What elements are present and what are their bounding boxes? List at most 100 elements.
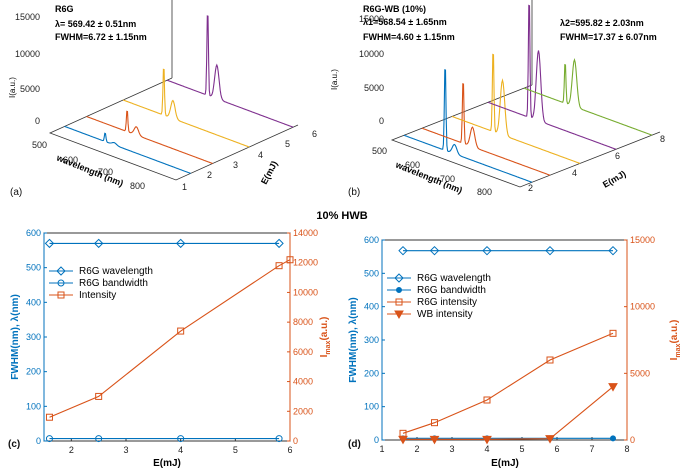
panel-a-ztick-5000: 5000 [20, 84, 40, 94]
panel-d-xtick-label-1: 1 [379, 444, 384, 454]
panel-a-ytick-1: 1 [182, 182, 187, 192]
panel-b-ztick-5000: 5000 [364, 83, 384, 93]
panel-c: FWHM(nm), λ(nm) Imax(a.u.) E(mJ) (c) 2 3 4… [8, 228, 332, 469]
panel-b-annotation-lambda1: λ1=568.54 ± 1.65nm [363, 17, 447, 27]
panel-d-ytick-left-label-400: 400 [364, 302, 379, 312]
panel-d: FWHM(nm), λ(nm) Imax(a.u.) E(mJ) (d) 1 2 3… [348, 235, 682, 469]
panel-d-series-line-3 [402, 332, 614, 434]
panel-c-series-3-point-2 [95, 392, 103, 400]
panel-b-spectrum-5 [523, 57, 653, 136]
panel-b-ytick-8: 8 [660, 134, 665, 144]
panel-c-ylabel-right-sub: max [325, 340, 332, 354]
panel-d-series-1-point-5 [608, 245, 618, 256]
panel-c-xtick-label-2: 2 [69, 445, 74, 455]
panel-d-legend-label-3: R6G intensity [417, 297, 477, 308]
panel-d-series-3-point-5 [609, 329, 617, 337]
panel-d-axes-box [381, 239, 628, 441]
panel-b-zlabel: I(a.u.) [330, 69, 339, 90]
panel-b-ztick-10000: 10000 [359, 49, 384, 59]
panel-d-ytick-left-label-600: 600 [364, 235, 379, 245]
panel-b-spectrum-2 [421, 83, 551, 176]
panel-c-series-1-point-3 [175, 238, 186, 249]
panel-b-label: (b) [348, 187, 360, 198]
panel-b-annotation-fwhm1: FWHM=4.60 ± 1.15nm [363, 32, 455, 42]
panel-c-axes-box [43, 232, 291, 442]
panel-c-ylabel-right-rest: (a.u.) [319, 317, 330, 341]
panel-c-series-1-point-2 [93, 238, 104, 249]
panel-d-legend-label-2: R6G bandwidth [417, 285, 486, 296]
panel-a-annotation-fwhm: FWHM=6.72 ± 1.15nm [55, 32, 147, 42]
panel-c-series-1-point-4 [274, 238, 284, 249]
panel-c-ytick-left-label-200: 200 [26, 367, 41, 377]
panel-a-ztick-15000: 15000 [15, 12, 40, 22]
panel-a-spectrum-2 [86, 110, 213, 165]
panel-c-ytick-right-label-8000: 8000 [293, 317, 313, 327]
panel-d-xtick-label-5: 5 [519, 444, 524, 454]
panel-b: R6G-WB (10%) λ1=568.54 ± 1.65nm FWHM=4.6… [330, 0, 665, 198]
panel-a-xlabel: wavelength (nm) [54, 152, 125, 188]
panel-a-ytick-3: 3 [233, 160, 238, 170]
panel-c-ytick-left-label-400: 400 [26, 297, 41, 307]
panel-c-ytick-left-label-300: 300 [26, 332, 41, 342]
panel-d-ytick-right-label-10000: 10000 [630, 302, 655, 312]
panel-d-series-4-point-2 [429, 435, 440, 445]
panel-a-zlabel: I(a.u.) [8, 77, 17, 98]
panel-d-series-3-point-2 [431, 419, 438, 427]
panel-d-series-1-point-1 [398, 245, 408, 256]
panel-d-series-line-4 [403, 386, 614, 440]
panel-d-xtick-label-2: 2 [414, 444, 419, 454]
panel-d-series-4-point-1 [398, 435, 408, 445]
panel-a-xtick-800: 800 [130, 181, 145, 191]
panel-d-ytick-right-label-15000: 15000 [630, 235, 655, 245]
panel-d-xlabel: E(mJ) [491, 458, 519, 469]
panel-d-ytick-left-label-500: 500 [364, 268, 379, 278]
panel-a-ylabel: E(mJ) [259, 159, 280, 186]
panel-c-ytick-right-label-6000: 6000 [293, 347, 313, 357]
panel-d-ylabel-right: Imax(a.u.) [669, 320, 682, 361]
panel-b-spectrum-4 [487, 4, 617, 150]
panel-c-label: (c) [8, 439, 20, 450]
panel-b-xtick-700: 700 [440, 174, 455, 184]
panel-a-ytick-5: 5 [285, 139, 290, 149]
panel-c-ytick-right-label-10000: 10000 [293, 287, 318, 297]
panel-c-ytick-left-label-500: 500 [26, 263, 41, 273]
panel-d-series-4-point-5 [608, 383, 618, 392]
panel-d-series-4-point-3 [482, 435, 492, 445]
panel-c-legend-label-3: Intensity [79, 290, 116, 301]
panel-a-spectrum-3 [122, 68, 250, 148]
panel-c-ytick-left-label-100: 100 [26, 401, 41, 411]
panel-c-xlabel: E(mJ) [153, 458, 181, 469]
panel-d-legend-label-4: WB intensity [417, 309, 473, 320]
panel-a-xtick-600: 600 [63, 155, 78, 165]
panel-c-ytick-right-label-2000: 2000 [293, 406, 313, 416]
panel-b-title: R6G-WB (10%) [363, 4, 426, 14]
panel-a-xtick-700: 700 [98, 167, 113, 177]
panel-c-series-2-point-4 [275, 435, 283, 443]
panel-c-ytick-right-label-12000: 12000 [293, 258, 318, 268]
panel-b-ztick-15000: 15000 [359, 14, 384, 24]
panel-c-series-line-3 [49, 259, 291, 418]
panel-c-xtick-label-4: 4 [178, 445, 183, 455]
panel-b-ytick-2: 2 [528, 183, 533, 193]
panel-d-legend-marker-1 [394, 273, 404, 283]
panel-a-title: R6G [55, 4, 74, 14]
panel-d-ytick-left-label-100: 100 [364, 402, 379, 412]
panel-c-series-3-point-5 [286, 256, 294, 264]
panel-b-spectrum-1 [403, 69, 533, 183]
panel-c-legend-marker-2 [57, 279, 65, 287]
panel-d-series-3-point-4 [546, 356, 554, 364]
panel-a-spectrum-1 [64, 125, 191, 174]
panel-d-series-4-point-4 [545, 435, 555, 444]
panel-d-ylabel-right-sub: max [675, 343, 682, 357]
panel-d-xtick-label-4: 4 [484, 444, 489, 454]
panel-c-legend-marker-1 [56, 266, 66, 276]
panel-d-ytick-left-label-300: 300 [364, 335, 379, 345]
panel-c-ylabel-right-main: I [319, 354, 330, 357]
panel-d-series-3-point-3 [483, 396, 491, 404]
panel-d-ytick-left-label-200: 200 [364, 368, 379, 378]
panel-d-series-1-point-4 [545, 245, 555, 256]
panel-c-ylabel-right: Imax(a.u.) [319, 317, 332, 358]
panel-c-series-2-point-1 [45, 435, 53, 443]
panel-c-ytick-left-label-0: 0 [36, 436, 41, 446]
